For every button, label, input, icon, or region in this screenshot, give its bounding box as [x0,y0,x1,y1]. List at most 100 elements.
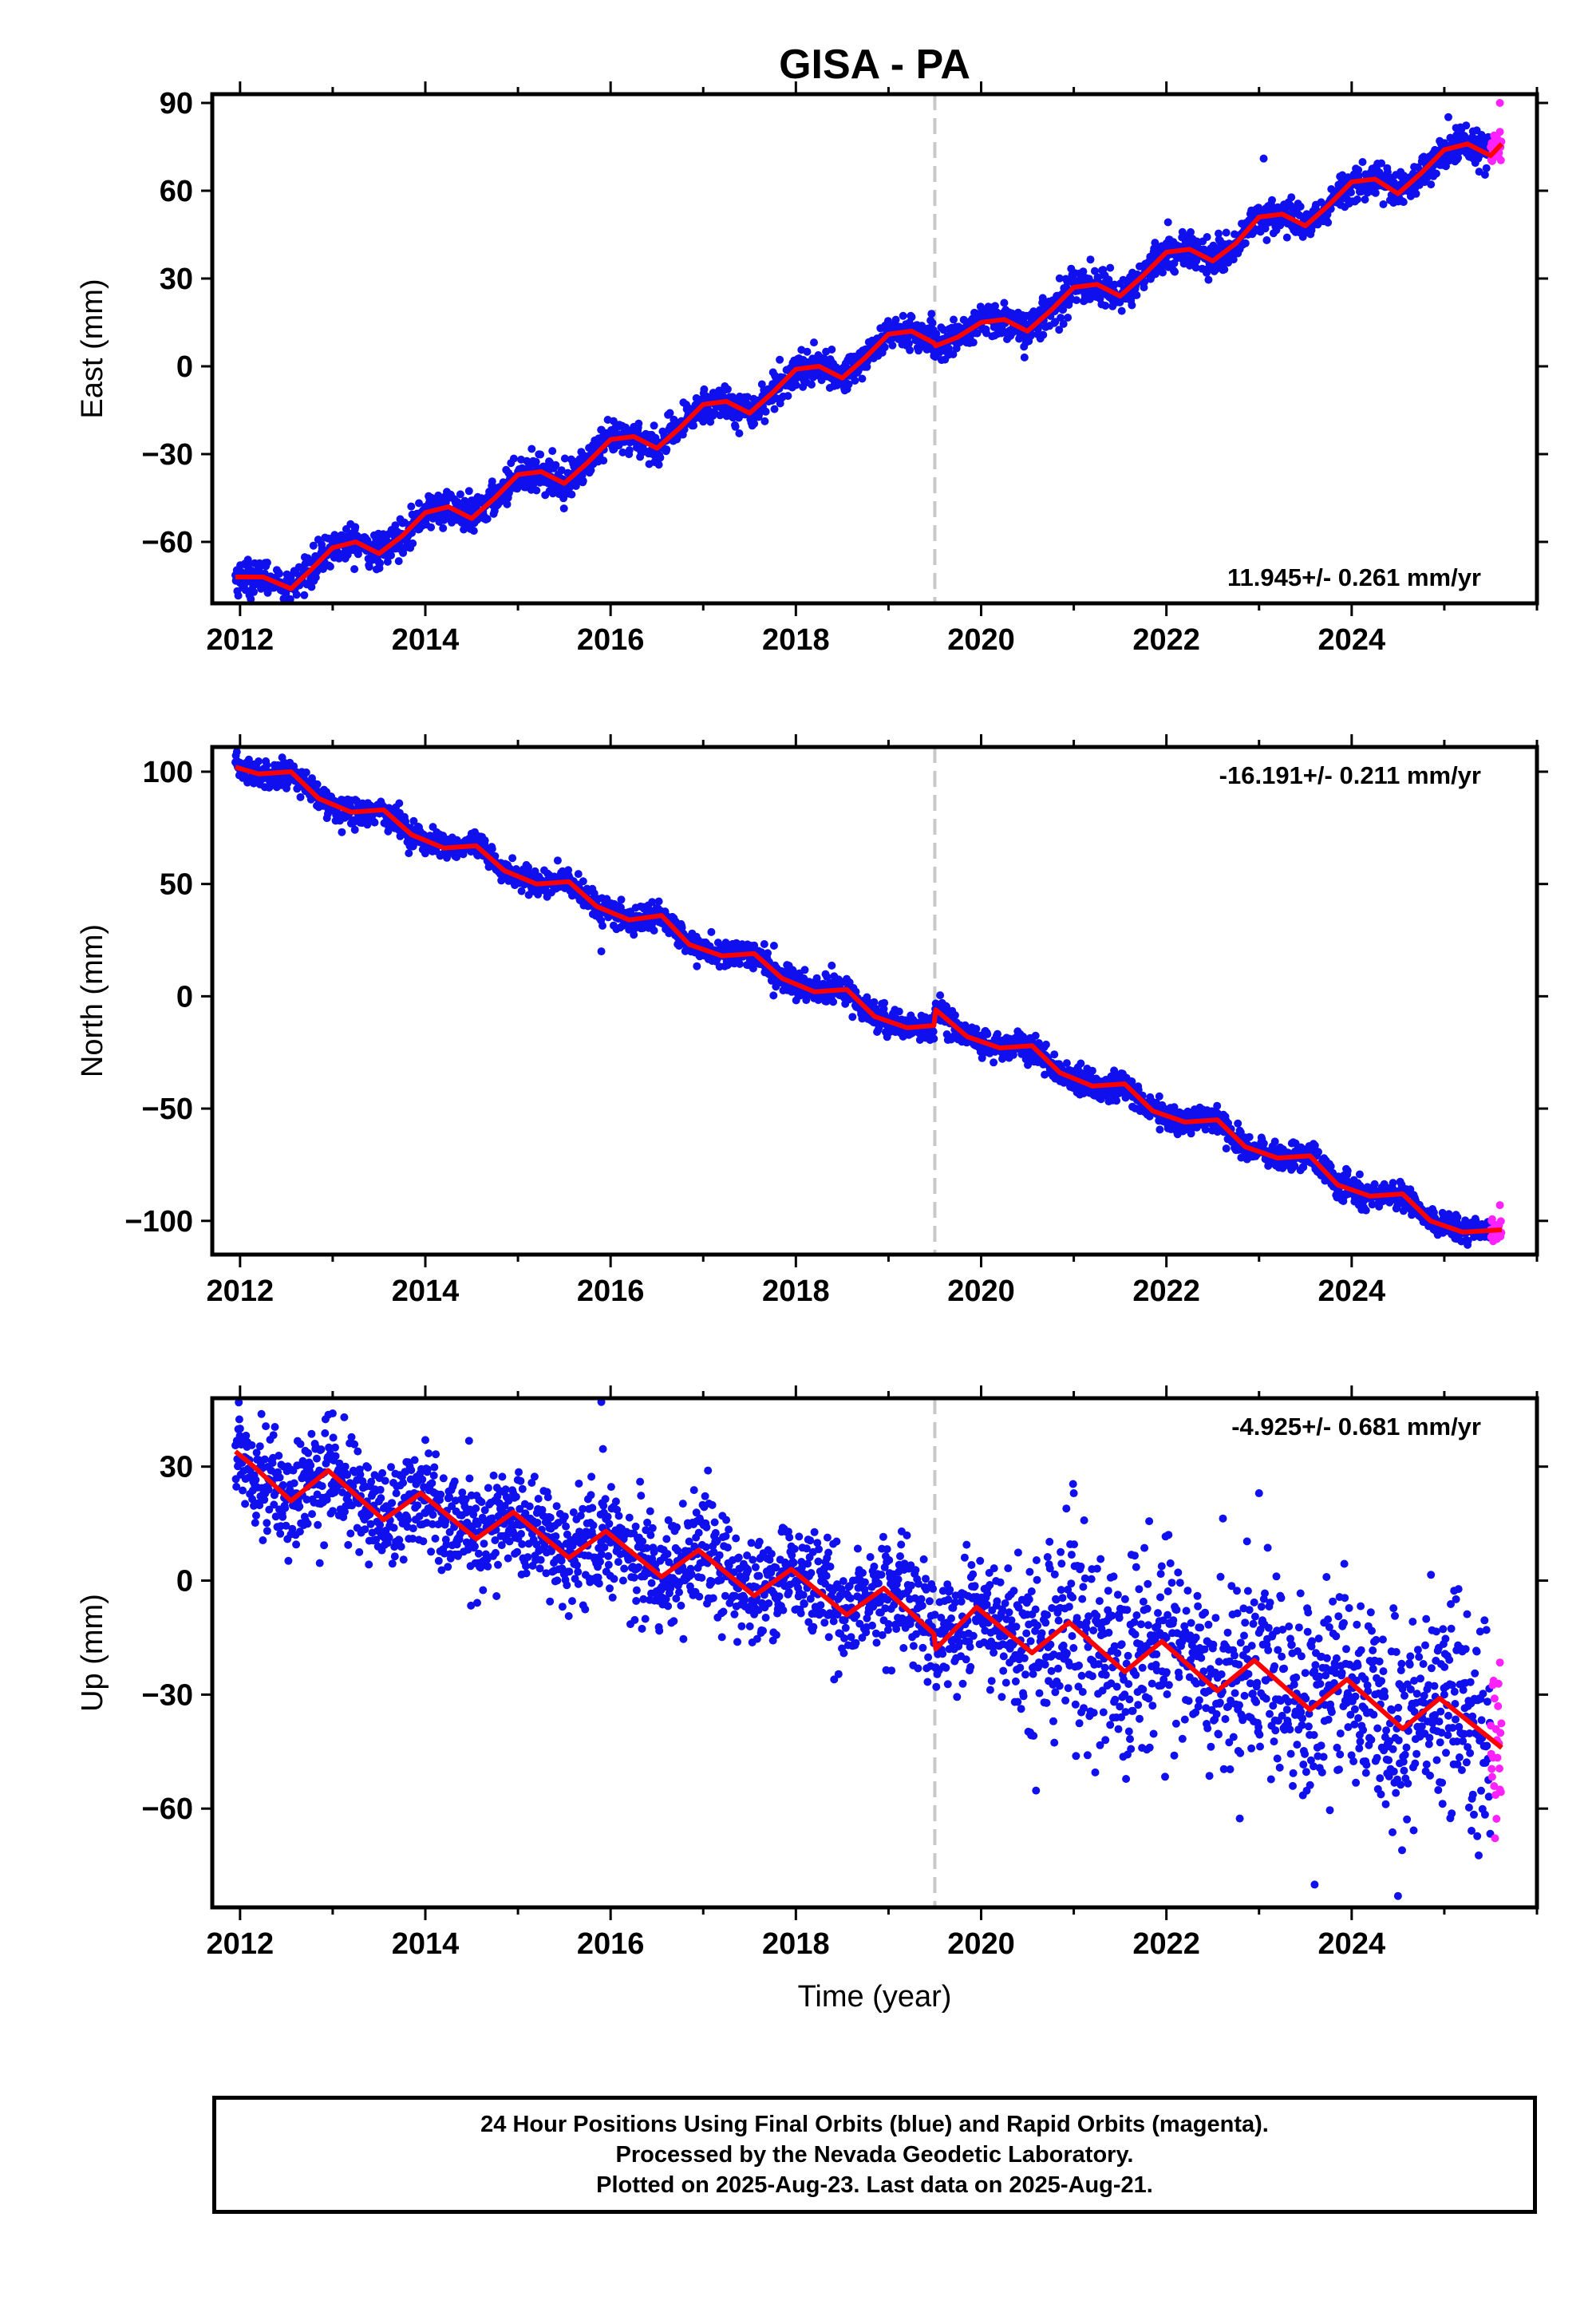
final-orbit-point [1201,1125,1210,1134]
final-orbit-point [1326,1162,1335,1171]
final-orbit-point [1140,278,1149,287]
final-orbit-point [706,417,715,426]
final-orbit-point [532,486,541,495]
final-orbit-point [599,456,608,465]
plot-frame [210,92,1539,606]
final-orbit-point [792,381,800,389]
final-orbit-point [1361,196,1369,204]
final-orbit-point [973,329,982,338]
final-orbit-point [1050,1050,1059,1059]
y-tick-label: 90 [160,87,193,121]
panel-north: 2012 2014 2016 2018 2020 2022 2024−100−5005010… [76,734,1548,1308]
final-orbit-point [936,991,945,1000]
final-orbit-point [383,557,392,566]
final-orbit-point [972,1025,981,1034]
y-axis-label: East (mm) [76,279,109,418]
final-orbit-point [1077,1059,1085,1068]
final-orbit-point [1475,168,1483,176]
final-orbit-point [844,380,853,389]
final-orbit-point [1354,172,1363,180]
x-tick-label: 2014 [392,623,460,657]
final-orbit-point [407,502,416,511]
final-orbit-point [1134,1085,1143,1094]
final-orbit-point [1026,331,1035,340]
final-orbit-point [1159,268,1167,277]
final-orbit-point [1039,330,1048,339]
observation-point [1069,277,1078,286]
observation-point [421,503,429,511]
observation-point [884,321,893,330]
final-orbit-point [394,557,403,566]
final-orbit-point [587,466,595,475]
final-orbit-point [338,828,346,836]
final-orbit-point [1204,275,1213,284]
final-orbit-point [275,569,283,578]
final-orbit-point [464,487,473,496]
final-orbit-point [598,922,606,930]
final-orbit-point [1041,1040,1050,1049]
final-orbit-point [729,393,737,401]
final-orbit-point [1290,1162,1299,1170]
final-orbit-point [1347,188,1355,197]
final-orbit-point [508,854,517,863]
final-orbit-point [978,1053,986,1062]
final-orbit-point [654,897,663,906]
final-orbit-point [590,889,598,898]
final-orbit-point [527,445,536,453]
final-orbit-point [1128,301,1136,310]
rate-label: 11.945+/- 0.261 mm/yr [1227,563,1481,591]
final-orbit-point [1187,227,1195,236]
final-orbit-point [286,595,294,603]
final-orbit-point [1064,314,1073,322]
final-orbit-point [553,856,562,865]
final-orbit-point [895,1007,903,1016]
final-orbit-point [263,559,271,567]
final-orbit-point [1059,306,1068,314]
final-orbit-point [1104,275,1113,284]
final-orbit-point [1163,218,1172,227]
final-orbit-point [387,551,395,559]
final-orbit-point [557,466,566,475]
final-orbit-point [1462,121,1471,130]
final-orbit-point [1229,255,1238,264]
final-orbit-point [654,460,663,469]
final-orbit-point [395,799,404,808]
final-orbit-point [1222,228,1231,237]
final-orbit-point [823,973,832,982]
final-orbit-point [630,931,638,939]
final-orbit-point [858,374,867,383]
final-orbit-point [666,409,674,417]
final-orbit-point [625,446,634,455]
x-tick-label: 2020 [947,623,1015,657]
rapid-orbit-point [1496,156,1505,164]
final-orbit-point [1377,159,1386,168]
final-orbit-point [1317,198,1325,207]
final-orbit-point [828,961,836,970]
final-orbit-point [760,417,769,425]
final-orbit-point [1057,314,1065,322]
final-orbit-point [1282,233,1291,242]
final-orbit-point [560,454,569,463]
final-orbit-point [1199,245,1208,254]
final-orbit-point [959,315,968,324]
final-orbit-point [1371,188,1380,197]
final-orbit-point [574,870,583,879]
final-orbit-point [1432,169,1440,178]
observation-point [328,538,337,546]
final-orbit-point [1170,1103,1179,1112]
final-orbit-point [354,550,362,559]
final-orbit-point [1213,244,1222,252]
final-orbit-point [1203,233,1211,241]
observations [231,748,1506,1249]
observation-point [1162,239,1171,247]
final-orbit-point [234,591,243,600]
x-tick-label: 2016 [577,623,645,657]
y-tick-label: 0 [176,350,193,384]
final-orbit-point [452,853,461,861]
final-orbit-point [707,927,716,936]
final-orbit-point [1055,326,1064,334]
final-orbit-point [929,1027,938,1036]
final-orbit-point [1314,1148,1322,1156]
rapid-orbit-point [1495,128,1504,136]
final-orbit-point [483,515,492,524]
